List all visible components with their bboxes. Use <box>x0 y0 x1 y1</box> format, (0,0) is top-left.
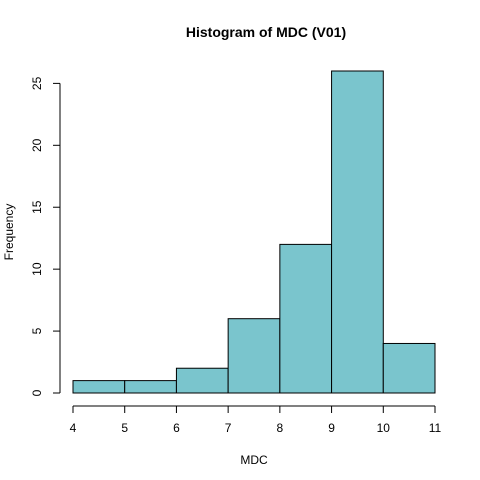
y-tick-label: 0 <box>30 389 44 396</box>
chart-title: Histogram of MDC (V01) <box>186 24 346 40</box>
x-tick-label: 9 <box>328 421 335 435</box>
histogram-bar <box>175 367 229 394</box>
histogram-bar <box>227 318 281 394</box>
x-tick-label: 10 <box>377 421 391 435</box>
y-axis-label: Frequency <box>2 204 16 261</box>
y-tick-label: 20 <box>30 138 44 152</box>
x-tick-label: 6 <box>173 421 180 435</box>
histogram-bar <box>124 380 177 394</box>
x-axis: 4 5 6 7 8 9 10 11 <box>70 405 442 435</box>
y-tick-label: 10 <box>30 262 44 276</box>
histogram-bar <box>331 70 384 394</box>
x-tick-label: 11 <box>429 421 442 435</box>
x-axis-label: MDC <box>240 453 268 467</box>
y-tick-label: 5 <box>30 327 44 334</box>
bars-group <box>72 70 436 394</box>
histogram-bar <box>279 243 333 394</box>
histogram-bar <box>382 342 436 394</box>
x-tick-label: 7 <box>225 421 232 435</box>
y-axis: 0 5 10 15 20 25 <box>30 76 61 396</box>
y-tick-label: 25 <box>30 76 44 90</box>
y-tick-label: 15 <box>30 200 44 214</box>
x-tick-label: 8 <box>277 421 284 435</box>
x-tick-label: 5 <box>121 421 128 435</box>
histogram-bar <box>72 380 126 394</box>
x-tick-label: 4 <box>70 421 77 435</box>
